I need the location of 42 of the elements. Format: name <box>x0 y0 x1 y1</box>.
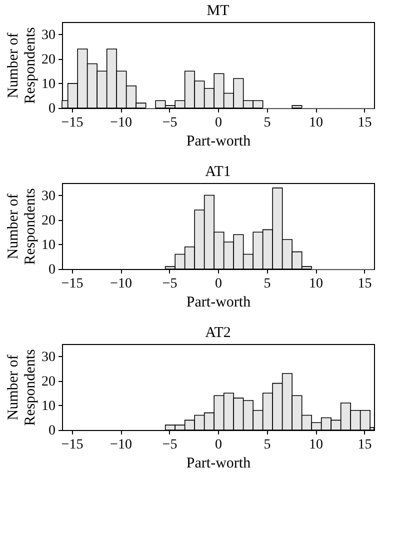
chart-title: AT2 <box>205 325 231 341</box>
y-axis-title: Number of Respondents <box>6 188 38 265</box>
x-axis-title: Part-worth <box>186 134 252 150</box>
x-tick-label: 15 <box>358 438 372 452</box>
x-tick-label: −10 <box>110 438 132 452</box>
x-tick-label: 10 <box>309 438 323 452</box>
chart-title: MT <box>206 3 230 19</box>
chart-title: AT1 <box>205 164 231 180</box>
y-tick-label: 20 <box>42 52 56 68</box>
y-tick-label: 10 <box>42 398 56 414</box>
y-tick-label: 20 <box>42 374 56 390</box>
x-tick-label: −10 <box>110 276 132 292</box>
x-tick-label: 0 <box>215 438 222 452</box>
x-tick-label: −15 <box>61 438 84 452</box>
y-tick-label: 0 <box>48 262 56 278</box>
x-tick-label: −10 <box>110 116 132 130</box>
x-tick-label: 5 <box>264 116 271 130</box>
x-axis-title: Part-worth <box>186 294 252 310</box>
x-tick-label: −15 <box>61 116 84 130</box>
x-tick-label: 10 <box>309 276 323 292</box>
x-axis-title: Part-worth <box>186 456 252 472</box>
y-tick-label: 20 <box>42 213 56 228</box>
y-axis-title: Number of Respondents <box>6 349 38 426</box>
y-tick-label: 0 <box>48 102 56 116</box>
x-tick-label: 15 <box>358 116 372 130</box>
x-tick-label: −5 <box>162 276 178 292</box>
y-tick-label: 0 <box>48 424 56 438</box>
x-tick-label: 10 <box>309 116 323 130</box>
y-tick-label: 10 <box>42 238 56 253</box>
y-tick-label: 30 <box>42 350 56 365</box>
x-tick-label: −5 <box>162 116 178 130</box>
x-tick-label: −5 <box>162 438 178 452</box>
x-tick-label: 0 <box>215 116 222 130</box>
y-axis-title: Number of Respondents <box>6 27 38 104</box>
y-tick-label: 10 <box>42 76 56 92</box>
x-tick-label: −15 <box>61 276 84 292</box>
x-tick-label: 5 <box>264 276 271 292</box>
x-tick-label: 15 <box>358 276 372 292</box>
x-tick-label: 0 <box>215 276 222 292</box>
x-tick-label: 5 <box>264 438 271 452</box>
y-tick-label: 30 <box>42 28 56 43</box>
y-tick-label: 30 <box>42 188 56 204</box>
